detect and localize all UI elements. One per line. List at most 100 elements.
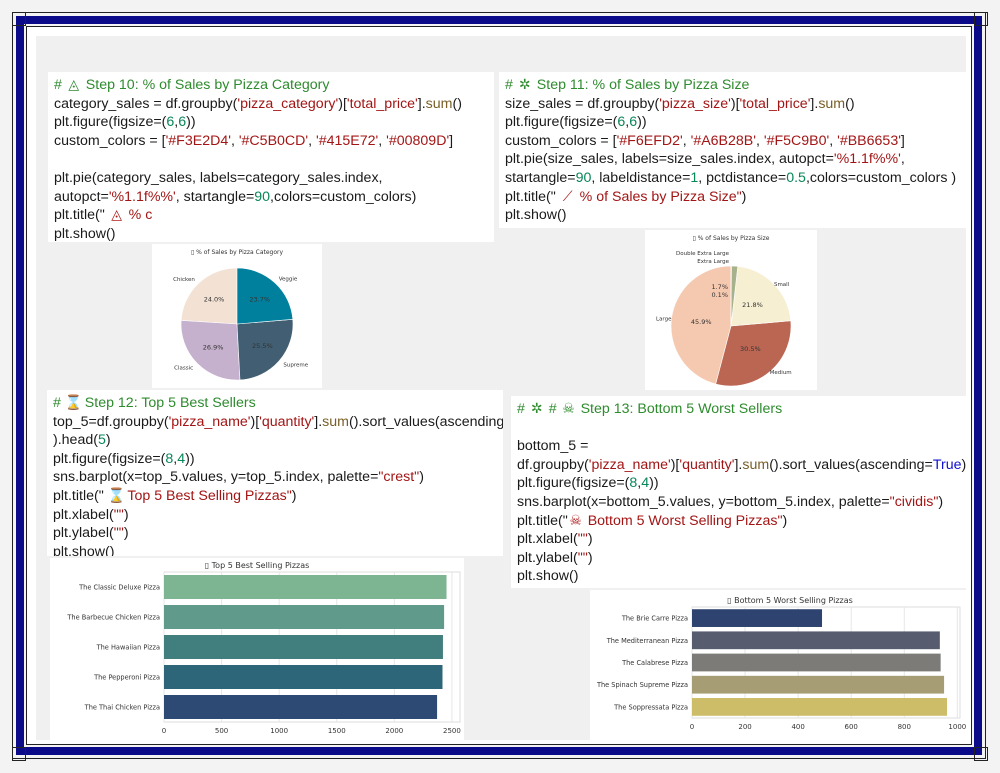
step11-code-cell: # ✲ Step 11: % of Sales by Pizza Size siz… xyxy=(499,72,967,228)
code-token: # xyxy=(54,77,66,93)
code-token: % of Sales by Pizza Size" xyxy=(575,188,742,205)
code-token: ) xyxy=(105,432,111,449)
code-line: bottom_5 = xyxy=(517,437,588,456)
skull-icon: ☠ xyxy=(569,512,583,529)
code-token: )[ xyxy=(730,95,740,112)
code-token: ) xyxy=(741,188,747,205)
chart-title: ▯ % of Sales by Pizza Category xyxy=(191,249,284,256)
y-tick-label: The Pepperoni Pizza xyxy=(93,674,160,682)
code-token: sns.barplot(x=bottom_5.values, y=bottom_… xyxy=(517,493,890,510)
bar xyxy=(692,675,945,694)
code-line: plt.figure(figsize=(8,4)) xyxy=(517,474,659,493)
frame-corner xyxy=(974,12,988,26)
x-tick-label: 200 xyxy=(738,723,751,731)
code-token: Top 5 Best Selling Pizzas" xyxy=(123,487,292,504)
code-token: plt.show() xyxy=(505,207,567,224)
code-token: ) xyxy=(419,469,424,486)
code-token: ) xyxy=(587,549,593,566)
code-token: () xyxy=(452,95,462,112)
code-line: plt.show() xyxy=(54,225,116,242)
frame-navy-border xyxy=(16,16,982,755)
code-token: ]. xyxy=(810,95,819,112)
code-token: ] xyxy=(449,132,454,149)
frame-corner xyxy=(974,747,988,761)
x-tick-label: 500 xyxy=(215,727,228,735)
code-token: ,colors=custom_colors ) xyxy=(805,169,957,186)
code-token: '#BB6653' xyxy=(837,132,901,149)
y-tick-label: The Brie Carre Pizza xyxy=(621,615,688,623)
code-token: ().sort_values(ascending= xyxy=(348,413,503,430)
code-token: True xyxy=(932,456,962,473)
code-line: plt.ylabel("") xyxy=(517,549,593,568)
code-line: sns.barplot(x=top_5.values, y=top_5.inde… xyxy=(53,468,424,487)
pie-slice xyxy=(730,266,792,327)
bar xyxy=(164,575,447,599)
top5-bar-chart: ▯ Top 5 Best Selling Pizzas 0 500 1000 1500 2… xyxy=(50,558,464,740)
code-token: 5 xyxy=(97,432,106,449)
code-token: plt.show() xyxy=(53,543,115,556)
pie-slice xyxy=(236,319,294,381)
slice-label: Veggie xyxy=(279,277,298,283)
x-tick-label: 400 xyxy=(791,723,804,731)
frame-corner xyxy=(12,12,26,26)
code-token: )) xyxy=(185,450,195,467)
slice-label: Small xyxy=(774,282,790,288)
code-token: ().sort_values(ascending= xyxy=(769,456,933,473)
code-token: '#F5C9B0' xyxy=(763,132,830,149)
step10-code-cell: # ◬ Step 10: % of Sales by Pizza Categor… xyxy=(48,72,494,242)
code-token: Step 13: Bottom 5 Worst Sellers xyxy=(576,401,783,417)
code-token: "crest" xyxy=(378,469,420,486)
code-token: '#00809D' xyxy=(386,132,450,149)
code-token: plt.xlabel( xyxy=(517,531,578,548)
code-line: startangle=90, labeldistance=1, pctdista… xyxy=(505,169,956,188)
code-token: custom_colors = [ xyxy=(54,132,166,149)
code-token: ]. xyxy=(734,456,743,473)
code-token: ) xyxy=(782,512,788,529)
code-token: , xyxy=(308,132,317,149)
code-token: plt.figure(figsize=( xyxy=(53,450,166,467)
code-token: , pctdistance= xyxy=(698,169,787,186)
code-token: '#415E72' xyxy=(316,132,379,149)
code-token: 'pizza_size' xyxy=(659,95,731,112)
code-token: sum xyxy=(322,413,349,430)
y-tick-label: The Classic Deluxe Pizza xyxy=(78,584,160,592)
code-line: plt.title(" ◬ % c xyxy=(54,206,152,225)
code-token: ).head( xyxy=(53,432,98,449)
code-token: ) xyxy=(123,506,129,523)
pie-slice xyxy=(180,320,241,381)
code-token: plt.show() xyxy=(517,568,579,585)
code-token: , xyxy=(174,114,179,131)
code-token: plt.title(" xyxy=(517,512,568,529)
code-token: 'pizza_category' xyxy=(237,95,339,112)
code-line: ).head(5) xyxy=(53,431,111,450)
code-token: 6 xyxy=(617,114,626,131)
code-token: 8 xyxy=(165,450,174,467)
code-line: plt.pie(category_sales, labels=category_… xyxy=(54,169,382,188)
bar xyxy=(164,665,443,689)
code-line: plt.ylabel("") xyxy=(53,524,129,543)
code-token: top_5=df.groupby( xyxy=(53,413,169,430)
code-token: ]. xyxy=(417,95,426,112)
code-token: category_sales = df.groupby( xyxy=(54,95,238,112)
y-tick-label: The Calabrese Pizza xyxy=(621,659,688,667)
code-token: )) xyxy=(649,475,659,492)
code-token: "cividis" xyxy=(889,493,939,510)
code-token: , startangle= xyxy=(175,188,255,205)
code-line: plt.title(" ⟋ % of Sales by Pizza Size") xyxy=(505,188,746,207)
code-token: '%1.1f%%' xyxy=(108,188,176,205)
code-token: sum xyxy=(425,95,453,112)
code-token: )[ xyxy=(338,95,347,112)
code-token: plt.title(" xyxy=(505,188,560,205)
frame-corner xyxy=(12,747,26,761)
bar xyxy=(164,605,445,629)
code-token: '#C5B0CD' xyxy=(238,132,309,149)
code-token: # xyxy=(517,401,529,417)
code-token: 'pizza_name' xyxy=(588,456,671,473)
slice-pct-label: 1.7% xyxy=(711,283,728,291)
y-tick-label: The Hawaiian Pizza xyxy=(96,644,160,652)
code-line: plt.xlabel("") xyxy=(517,530,593,549)
code-line: custom_colors = ['#F3E2D4', '#C5B0CD', '… xyxy=(54,132,453,151)
code-token: ).head( xyxy=(961,456,967,473)
code-token: , xyxy=(173,450,178,467)
code-token: plt.figure(figsize=( xyxy=(505,114,618,131)
